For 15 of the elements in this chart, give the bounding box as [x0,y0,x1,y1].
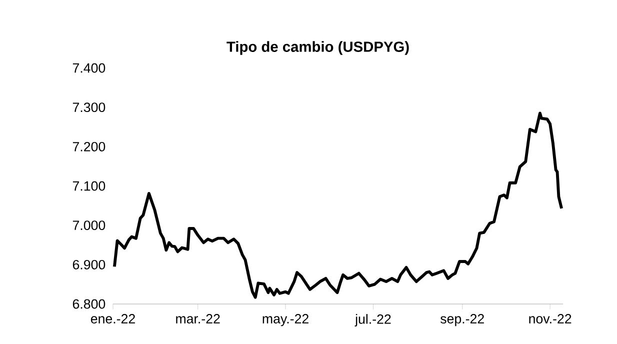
y-tick-label: 7.000 [72,220,106,230]
y-tick-label: 7.200 [72,142,106,152]
x-tick-label: nov.-22 [529,314,572,324]
x-tick-label: mar.-22 [176,314,220,324]
line-series [112,112,564,299]
x-tick-label: sep.-22 [440,314,484,326]
chart-title: Tipo de cambio (USDPYG) [226,41,409,55]
y-tick-label: 6.800 [72,299,106,309]
y-tick-label: 7.300 [72,102,106,112]
y-tick-label: 7.100 [72,181,106,191]
x-tick-label: may.-22 [262,314,308,326]
x-tick-label: jul.-22 [354,314,391,326]
x-tick-label: ene.-22 [90,314,135,324]
y-tick-label: 7.400 [72,63,106,73]
y-tick-label: 6.900 [72,260,106,270]
